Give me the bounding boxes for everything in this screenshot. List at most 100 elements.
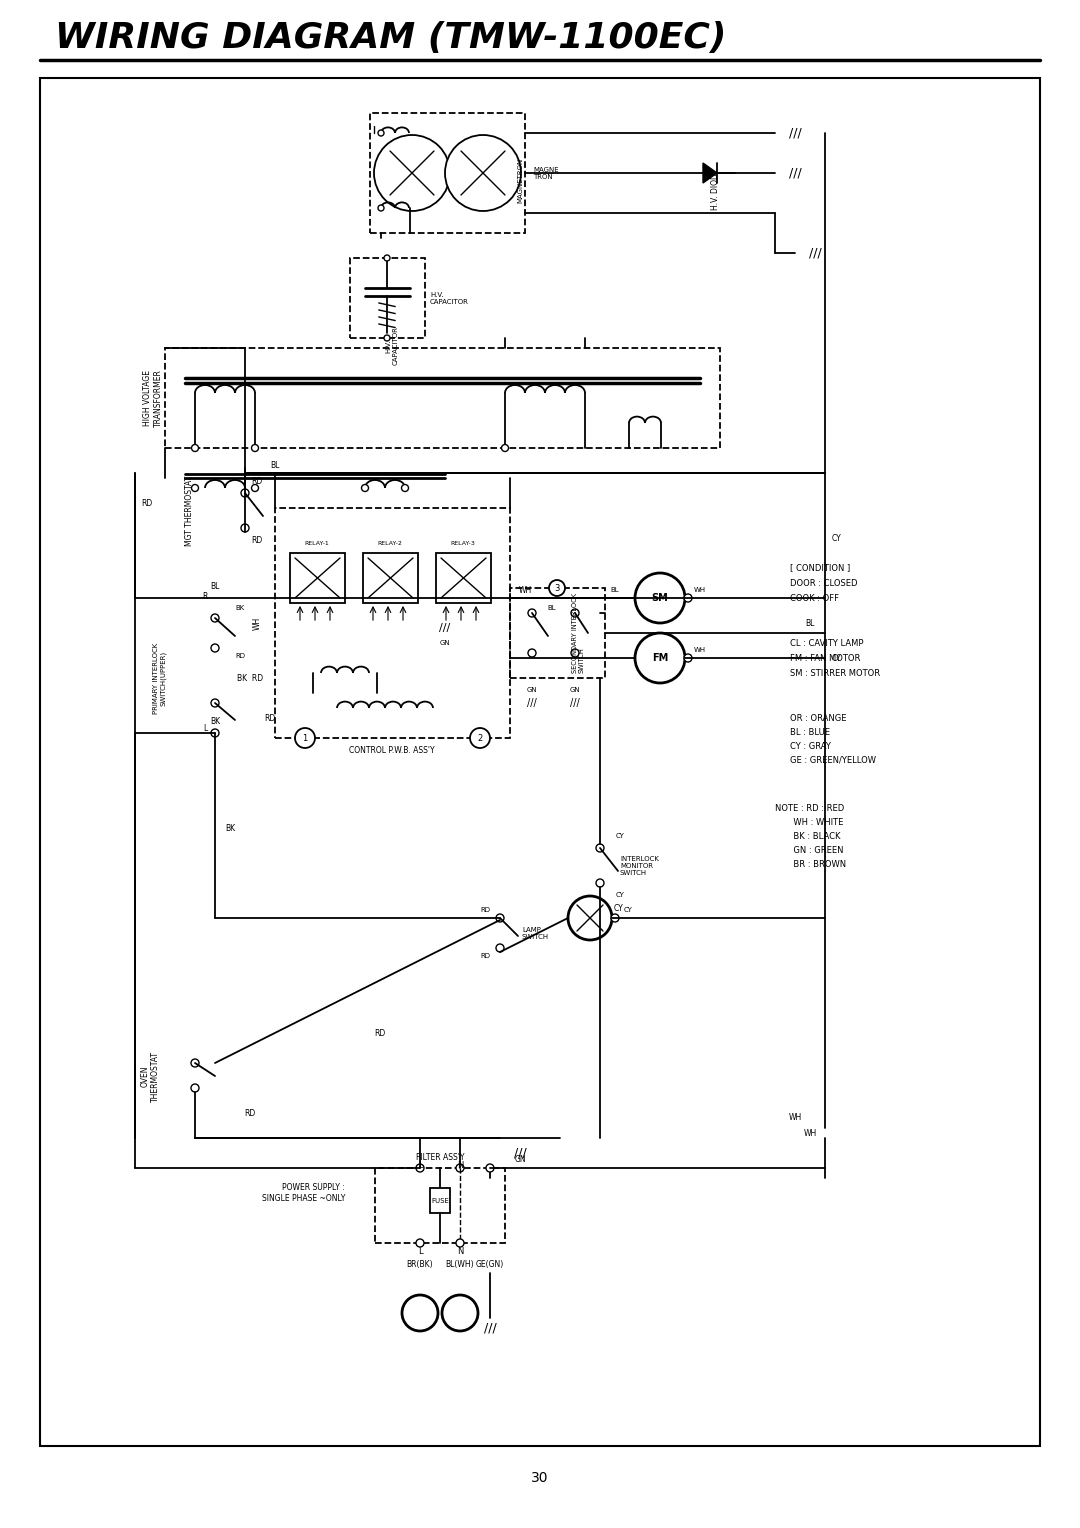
Text: ///: ///: [570, 698, 580, 707]
Text: BL: BL: [548, 605, 556, 611]
Text: CONTROL P.W.B. ASS'Y: CONTROL P.W.B. ASS'Y: [349, 746, 435, 755]
Circle shape: [635, 633, 685, 683]
Text: WH: WH: [694, 587, 706, 593]
Text: 2: 2: [477, 733, 483, 743]
Text: BL: BL: [806, 619, 814, 628]
Text: BL : BLUE: BL : BLUE: [789, 727, 831, 736]
Text: 30: 30: [531, 1471, 549, 1485]
Circle shape: [549, 581, 565, 596]
Polygon shape: [703, 163, 717, 183]
Circle shape: [211, 729, 219, 736]
Text: ///: ///: [788, 127, 801, 139]
Text: WH: WH: [804, 1129, 816, 1137]
Circle shape: [241, 489, 249, 497]
Circle shape: [295, 727, 315, 749]
Text: WH: WH: [788, 1114, 801, 1123]
Text: L: L: [418, 1161, 422, 1170]
Circle shape: [611, 914, 619, 921]
Text: GN : GREEN: GN : GREEN: [775, 845, 843, 854]
Bar: [370, 113, 525, 232]
Text: RD: RD: [235, 652, 245, 659]
Text: MGT THERMOSTAT: MGT THERMOSTAT: [186, 475, 194, 545]
Text: MAGNETRON: MAGNETRON: [517, 157, 523, 203]
Bar: [375, 1167, 505, 1242]
Circle shape: [252, 484, 258, 492]
Text: N: N: [457, 1247, 463, 1256]
Text: ///: ///: [484, 1322, 497, 1334]
Circle shape: [416, 1239, 424, 1247]
Circle shape: [402, 1296, 438, 1331]
Text: FILTER ASS'Y: FILTER ASS'Y: [416, 1154, 464, 1163]
Text: GE : GREEN/YELLOW: GE : GREEN/YELLOW: [789, 755, 876, 764]
Text: BR : BROWN: BR : BROWN: [775, 859, 846, 868]
Text: RELAY-3: RELAY-3: [450, 541, 475, 545]
Text: CY: CY: [832, 533, 842, 542]
Text: WH: WH: [518, 585, 531, 594]
Circle shape: [442, 1296, 478, 1331]
Text: BL(WH): BL(WH): [446, 1261, 474, 1270]
Circle shape: [684, 594, 692, 602]
Text: CY: CY: [616, 833, 624, 839]
Text: ///: ///: [440, 623, 450, 633]
Circle shape: [596, 879, 604, 886]
Text: BL: BL: [211, 582, 219, 590]
Circle shape: [252, 445, 258, 451]
Circle shape: [402, 484, 408, 492]
Circle shape: [571, 649, 579, 657]
Text: 1: 1: [302, 733, 308, 743]
Text: CY: CY: [832, 654, 842, 663]
Text: SECONDARY INTERLOCK
SWITCH: SECONDARY INTERLOCK SWITCH: [572, 593, 585, 672]
Text: INTERLOCK
MONITOR
SWITCH: INTERLOCK MONITOR SWITCH: [620, 856, 659, 876]
Text: OR : ORANGE: OR : ORANGE: [789, 714, 847, 723]
Bar: [363, 553, 418, 604]
Text: POWER SUPPLY :
SINGLE PHASE ~ONLY: POWER SUPPLY : SINGLE PHASE ~ONLY: [261, 1183, 345, 1203]
Text: SM : STIRRER MOTOR: SM : STIRRER MOTOR: [789, 669, 880, 677]
Text: GE(GN): GE(GN): [476, 1261, 504, 1270]
Text: BL: BL: [270, 460, 280, 469]
Text: ///: ///: [788, 167, 801, 179]
Text: 3: 3: [554, 584, 559, 593]
Circle shape: [596, 843, 604, 853]
Text: HIGH VOLTAGE
TRANSFORMER: HIGH VOLTAGE TRANSFORMER: [144, 370, 163, 426]
Text: L: L: [203, 723, 207, 732]
Text: [ CONDITION ]: [ CONDITION ]: [789, 564, 850, 573]
Text: MAGNE
TRON: MAGNE TRON: [534, 167, 558, 179]
Text: ///: ///: [809, 246, 822, 260]
Circle shape: [211, 698, 219, 707]
Text: L: L: [418, 1247, 422, 1256]
Circle shape: [362, 484, 368, 492]
Text: DOOR : CLOSED: DOOR : CLOSED: [789, 579, 858, 587]
Circle shape: [384, 255, 390, 261]
Text: BK  RD: BK RD: [237, 674, 264, 683]
Circle shape: [635, 573, 685, 623]
Text: BK: BK: [235, 605, 245, 611]
Text: RD: RD: [252, 477, 262, 486]
Circle shape: [456, 1239, 464, 1247]
Text: FM : FAN MOTOR: FM : FAN MOTOR: [789, 654, 861, 663]
Circle shape: [416, 1164, 424, 1172]
Bar: [436, 553, 491, 604]
Text: CY: CY: [613, 903, 623, 912]
Circle shape: [211, 614, 219, 622]
Circle shape: [571, 610, 579, 617]
Text: WH : WHITE: WH : WHITE: [775, 817, 843, 827]
Circle shape: [241, 524, 249, 532]
Circle shape: [211, 643, 219, 652]
Bar: [350, 258, 426, 338]
Circle shape: [501, 445, 509, 451]
Text: OVEN
THERMOSTAT: OVEN THERMOSTAT: [140, 1051, 160, 1102]
Circle shape: [528, 610, 536, 617]
Text: CY : GRAY: CY : GRAY: [789, 741, 831, 750]
Text: RD: RD: [141, 498, 152, 507]
Text: BK: BK: [225, 824, 235, 833]
Circle shape: [528, 649, 536, 657]
Text: ///: ///: [527, 698, 537, 707]
Text: BL: BL: [610, 587, 619, 593]
Circle shape: [445, 134, 521, 211]
Text: R: R: [202, 591, 207, 601]
Circle shape: [374, 134, 450, 211]
Text: RD: RD: [480, 908, 490, 914]
Text: RELAY-1: RELAY-1: [305, 541, 329, 545]
Text: SM: SM: [651, 593, 669, 604]
Text: PRIMARY INTERLOCK
SWITCH(UPPER): PRIMARY INTERLOCK SWITCH(UPPER): [153, 642, 166, 714]
